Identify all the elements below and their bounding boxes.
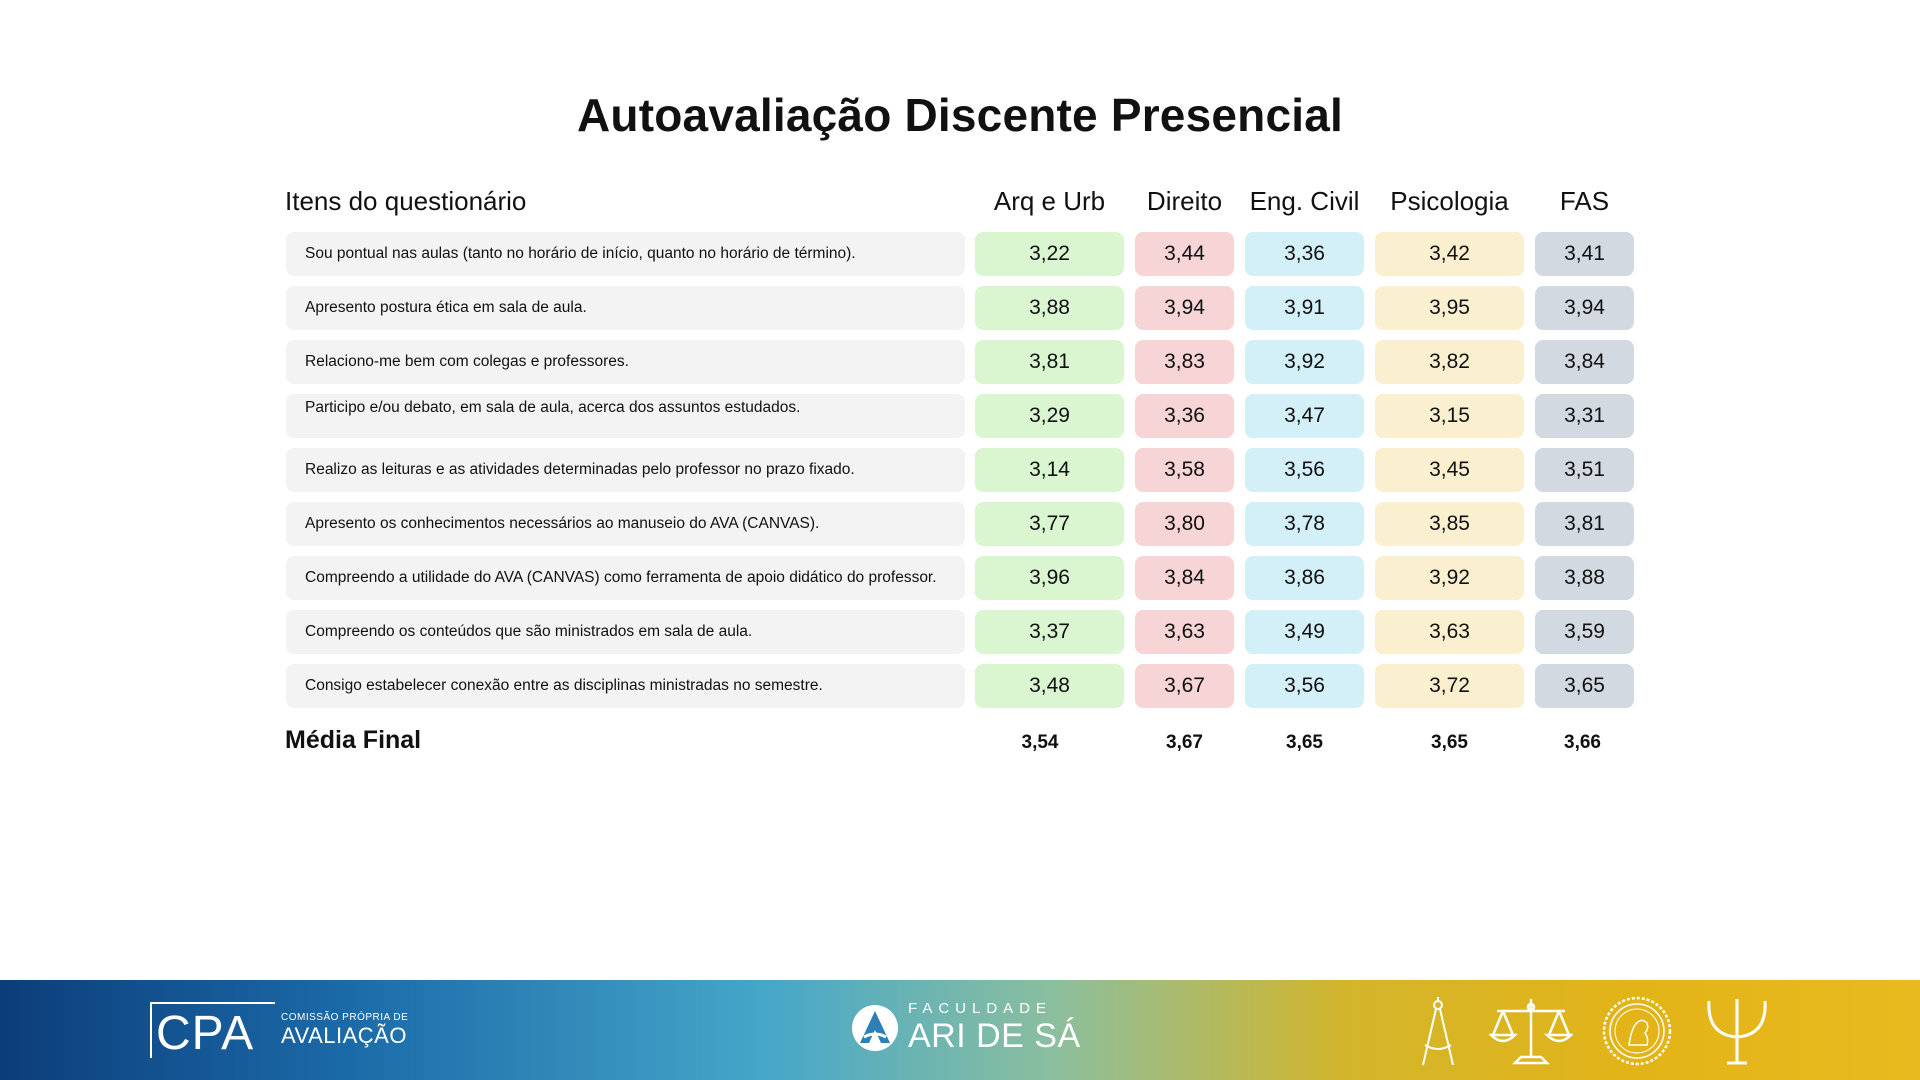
value-fas: 3,51: [1535, 448, 1634, 492]
ari-de-sa-symbol-icon: [852, 1005, 898, 1051]
value-arq-urb: 3,81: [975, 340, 1124, 384]
value-fas: 3,81: [1535, 502, 1634, 546]
ari-de-sa-label: ARI DE SÁ: [908, 1017, 1081, 1055]
row-item-label: Compreendo a utilidade do AVA (CANVAS) c…: [286, 556, 965, 600]
final-average-label: Média Final: [285, 726, 422, 754]
seal-icon: [1602, 996, 1672, 1066]
final-value-fas: 3,66: [1564, 732, 1601, 753]
footer-bar: CPA COMISSÃO PRÓPRIA DE AVALIAÇÃO FACULD…: [0, 980, 1920, 1080]
column-header-eng-civil: Eng. Civil: [1249, 186, 1360, 216]
final-value-direito: 3,67: [1166, 732, 1203, 753]
value-eng-civil: 3,78: [1245, 502, 1364, 546]
final-value-psicologia: 3,65: [1431, 732, 1468, 753]
faculdade-label: FACULDADE: [908, 1000, 1053, 1017]
value-psicologia: 3,15: [1375, 394, 1524, 438]
row-item-label: Consigo estabelecer conexão entre as dis…: [286, 664, 965, 708]
column-header-direito: Direito: [1146, 186, 1223, 216]
value-eng-civil: 3,56: [1245, 664, 1364, 708]
value-eng-civil: 3,47: [1245, 394, 1364, 438]
cpa-logo: CPA COMISSÃO PRÓPRIA DE AVALIAÇÃO: [150, 1000, 408, 1060]
value-psicologia: 3,72: [1375, 664, 1524, 708]
column-header-psicologia: Psicologia: [1390, 186, 1509, 216]
cpa-logo-subtitle: COMISSÃO PRÓPRIA DE: [281, 1011, 409, 1023]
value-arq-urb: 3,88: [975, 286, 1124, 330]
row-item-label: Apresento postura ética em sala de aula.: [286, 286, 965, 330]
row-item-label: Relaciono-me bem com colegas e professor…: [286, 340, 965, 384]
cpa-logo-title: AVALIAÇÃO: [281, 1022, 407, 1048]
final-value-eng-civil: 3,65: [1286, 732, 1323, 753]
value-arq-urb: 3,22: [975, 232, 1124, 276]
value-fas: 3,94: [1535, 286, 1634, 330]
items-header: Itens do questionário: [285, 186, 527, 216]
value-fas: 3,59: [1535, 610, 1634, 654]
value-eng-civil: 3,49: [1245, 610, 1364, 654]
psi-icon: [1707, 999, 1767, 1065]
value-psicologia: 3,95: [1375, 286, 1524, 330]
faculdade-logo: FACULDADE ARI DE SÁ: [850, 1000, 1081, 1056]
value-psicologia: 3,45: [1375, 448, 1524, 492]
value-direito: 3,58: [1135, 448, 1234, 492]
value-psicologia: 3,92: [1375, 556, 1524, 600]
value-eng-civil: 3,91: [1245, 286, 1364, 330]
value-direito: 3,84: [1135, 556, 1234, 600]
value-fas: 3,88: [1535, 556, 1634, 600]
column-header-arq-urb: Arq e Urb: [993, 186, 1106, 216]
value-eng-civil: 3,86: [1245, 556, 1364, 600]
final-value-arq-urb: 3,54: [1021, 732, 1059, 753]
row-item-label: Apresento os conhecimentos necessários a…: [286, 502, 965, 546]
value-arq-urb: 3,29: [975, 394, 1124, 438]
value-fas: 3,31: [1535, 394, 1634, 438]
page-title: Autoavaliação Discente Presencial: [577, 89, 1343, 141]
value-fas: 3,65: [1535, 664, 1634, 708]
value-eng-civil: 3,56: [1245, 448, 1364, 492]
value-psicologia: 3,63: [1375, 610, 1524, 654]
value-psicologia: 3,42: [1375, 232, 1524, 276]
value-direito: 3,94: [1135, 286, 1234, 330]
value-direito: 3,83: [1135, 340, 1234, 384]
value-arq-urb: 3,37: [975, 610, 1124, 654]
value-eng-civil: 3,36: [1245, 232, 1364, 276]
value-arq-urb: 3,96: [975, 556, 1124, 600]
cpa-logo-frame: CPA: [150, 1002, 275, 1060]
value-arq-urb: 3,48: [975, 664, 1124, 708]
course-icons: [1415, 994, 1773, 1068]
compass-icon: [1422, 997, 1454, 1066]
row-item-label: Realizo as leituras e as atividades dete…: [286, 448, 965, 492]
value-direito: 3,44: [1135, 232, 1234, 276]
row-item-label: Compreendo os conteúdos que são ministra…: [286, 610, 965, 654]
value-fas: 3,84: [1535, 340, 1634, 384]
value-eng-civil: 3,92: [1245, 340, 1364, 384]
value-fas: 3,41: [1535, 232, 1634, 276]
value-direito: 3,36: [1135, 394, 1234, 438]
row-item-label: Participo e/ou debato, em sala de aula, …: [286, 394, 965, 438]
value-direito: 3,63: [1135, 610, 1234, 654]
value-psicologia: 3,85: [1375, 502, 1524, 546]
scales-icon: [1489, 999, 1573, 1065]
value-direito: 3,80: [1135, 502, 1234, 546]
value-direito: 3,67: [1135, 664, 1234, 708]
column-header-fas: FAS: [1559, 186, 1610, 216]
row-item-label: Sou pontual nas aulas (tanto no horário …: [286, 232, 965, 276]
value-arq-urb: 3,14: [975, 448, 1124, 492]
value-arq-urb: 3,77: [975, 502, 1124, 546]
value-psicologia: 3,82: [1375, 340, 1524, 384]
cpa-logo-mark: CPA: [156, 1007, 255, 1060]
